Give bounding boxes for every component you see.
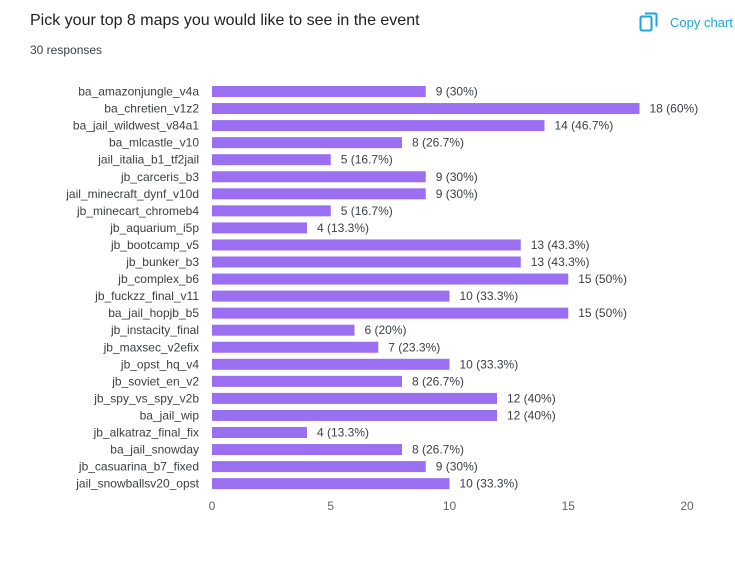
x-tick-label: 20 <box>680 499 694 513</box>
bar <box>212 256 521 268</box>
category-label: jb_instacity_final <box>110 323 199 337</box>
category-label: ba_jail_hopjb_b5 <box>108 306 199 320</box>
copy-chart-button[interactable]: Copy chart <box>638 10 735 34</box>
bar <box>212 154 331 166</box>
bar <box>212 137 402 149</box>
bar <box>212 324 355 336</box>
category-label: jb_maxsec_v2efix <box>103 340 199 354</box>
data-label: 18 (60%) <box>650 102 699 116</box>
data-label: 9 (30%) <box>436 170 478 184</box>
category-label: jb_casuarina_b7_fixed <box>78 460 199 474</box>
category-label: jb_spy_vs_spy_v2b <box>93 391 199 405</box>
bar <box>212 461 426 473</box>
category-label: ba_mlcastle_v10 <box>109 136 199 150</box>
category-label: jail_snowballsv20_opst <box>75 477 199 491</box>
bar <box>212 444 402 456</box>
data-label: 8 (26.7%) <box>412 443 464 457</box>
category-label: jb_complex_b6 <box>117 272 199 286</box>
bar <box>212 171 426 183</box>
data-label: 12 (40%) <box>507 408 556 422</box>
bar <box>212 273 569 285</box>
bar <box>212 427 307 438</box>
data-label: 14 (46.7%) <box>555 119 614 133</box>
category-label: jail_italia_b1_tf2jail <box>97 153 199 167</box>
data-label: 8 (26.7%) <box>412 374 464 388</box>
bar <box>212 222 307 234</box>
category-label: jb_alkatraz_final_fix <box>93 426 199 440</box>
bar <box>212 86 426 97</box>
data-label: 9 (30%) <box>436 85 478 99</box>
data-label: 13 (43.3%) <box>531 238 590 252</box>
x-tick-label: 5 <box>327 499 334 513</box>
data-label: 12 (40%) <box>507 391 556 405</box>
bar <box>212 307 569 319</box>
category-label: ba_jail_snowday <box>110 443 199 457</box>
data-label: 6 (20%) <box>365 323 407 337</box>
data-label: 15 (50%) <box>578 272 627 286</box>
bar <box>212 358 450 370</box>
category-label: jail_minecraft_dynf_v10d <box>65 187 199 201</box>
bar <box>212 188 426 200</box>
category-label: ba_chretien_v1z2 <box>104 102 199 116</box>
x-tick-label: 10 <box>443 499 457 513</box>
category-label: jb_minecart_chromeb4 <box>76 204 199 218</box>
bar <box>212 341 379 353</box>
category-label: ba_jail_wildwest_v84a1 <box>73 119 199 133</box>
data-label: 4 (13.3%) <box>317 426 369 440</box>
bar <box>212 375 402 387</box>
x-tick-label: 15 <box>562 499 576 513</box>
copy-icon <box>639 12 658 32</box>
bar <box>212 120 545 132</box>
data-label: 5 (16.7%) <box>341 204 393 218</box>
data-label: 8 (26.7%) <box>412 136 464 150</box>
data-label: 10 (33.3%) <box>460 289 519 303</box>
category-label: jb_opst_hq_v4 <box>120 357 199 371</box>
category-label: jb_bunker_b3 <box>125 255 199 269</box>
category-label: jb_soviet_en_v2 <box>111 374 199 388</box>
bar <box>212 409 497 421</box>
category-label: ba_amazonjungle_v4a <box>78 85 199 99</box>
response-count: 30 responses <box>30 43 103 57</box>
x-tick-label: 0 <box>209 499 216 513</box>
data-label: 7 (23.3%) <box>388 340 440 354</box>
data-label: 13 (43.3%) <box>531 255 590 269</box>
data-label: 15 (50%) <box>578 306 627 320</box>
chart-title: Pick your top 8 maps you would like to s… <box>30 12 420 29</box>
data-label: 9 (30%) <box>436 187 478 201</box>
bar <box>212 239 521 251</box>
bar <box>212 478 450 490</box>
bar <box>212 290 450 302</box>
bar <box>212 205 331 217</box>
data-label: 10 (33.3%) <box>460 357 519 371</box>
category-label: ba_jail_wip <box>140 408 200 422</box>
copy-chart-label: Copy chart <box>670 14 733 30</box>
data-label: 9 (30%) <box>436 460 478 474</box>
bar <box>212 392 497 404</box>
data-label: 10 (33.3%) <box>460 477 519 491</box>
data-label: 5 (16.7%) <box>341 153 393 167</box>
category-label: jb_bootcamp_v5 <box>110 238 199 252</box>
category-label: jb_fuckzz_final_v11 <box>94 289 199 303</box>
category-label: jb_aquarium_i5p <box>109 221 199 235</box>
category-label: jb_carceris_b3 <box>120 170 199 184</box>
data-label: 4 (13.3%) <box>317 221 369 235</box>
bar <box>212 103 640 115</box>
